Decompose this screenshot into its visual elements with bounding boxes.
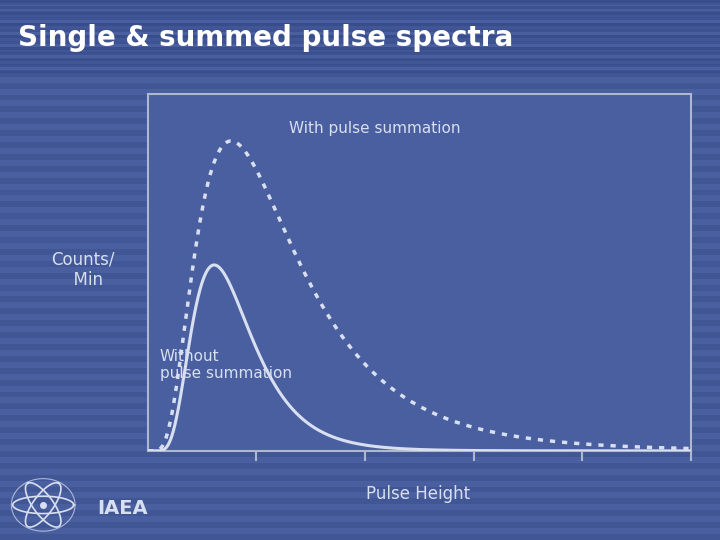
Bar xyxy=(0,23,720,26)
Bar xyxy=(0,154,720,160)
Bar xyxy=(0,498,720,504)
Bar xyxy=(0,23,720,29)
Bar xyxy=(0,451,720,457)
Bar xyxy=(0,41,720,44)
Bar xyxy=(0,35,720,38)
Bar xyxy=(0,29,720,32)
Bar xyxy=(0,463,720,469)
Bar xyxy=(0,35,720,41)
Bar xyxy=(0,356,720,362)
Bar xyxy=(0,11,720,17)
Bar xyxy=(0,52,720,56)
Bar xyxy=(0,249,720,255)
Text: IAEA: IAEA xyxy=(97,499,148,518)
Bar xyxy=(0,190,720,195)
Bar xyxy=(0,64,720,67)
Bar xyxy=(0,392,720,397)
Text: Single & summed pulse spectra: Single & summed pulse spectra xyxy=(18,24,513,52)
Bar xyxy=(0,344,720,350)
Bar xyxy=(0,427,720,433)
Bar xyxy=(0,106,720,112)
Bar xyxy=(0,213,720,219)
Bar xyxy=(0,94,720,100)
Bar xyxy=(0,47,720,53)
Bar xyxy=(0,368,720,374)
Bar xyxy=(0,487,720,492)
Bar xyxy=(0,70,720,73)
Bar xyxy=(0,285,720,291)
Bar xyxy=(0,380,720,386)
Bar xyxy=(0,320,720,326)
Bar xyxy=(0,273,720,279)
Bar xyxy=(0,46,720,50)
Bar xyxy=(0,403,720,409)
Bar xyxy=(0,58,720,61)
Text: Without
pulse summation: Without pulse summation xyxy=(160,349,292,381)
Bar xyxy=(0,130,720,136)
Bar xyxy=(0,439,720,445)
Bar xyxy=(0,296,720,302)
Bar xyxy=(0,332,720,338)
Bar xyxy=(0,142,720,148)
Bar xyxy=(0,475,720,481)
Bar xyxy=(0,0,720,3)
Bar xyxy=(0,225,720,231)
Bar xyxy=(0,71,720,77)
Bar xyxy=(0,510,720,516)
Bar xyxy=(0,17,720,21)
Bar xyxy=(0,178,720,184)
Bar xyxy=(0,201,720,207)
Bar xyxy=(0,0,720,5)
Bar xyxy=(0,261,720,267)
Bar xyxy=(0,12,720,15)
Text: Counts/
  Min: Counts/ Min xyxy=(51,251,114,289)
Bar xyxy=(0,308,720,314)
Text: With pulse summation: With pulse summation xyxy=(289,121,460,136)
Bar xyxy=(0,237,720,243)
Text: Pulse Height: Pulse Height xyxy=(366,485,469,503)
Bar xyxy=(0,59,720,65)
Bar xyxy=(0,83,720,89)
Bar xyxy=(0,534,720,540)
Bar xyxy=(0,522,720,528)
Bar xyxy=(0,166,720,172)
Bar xyxy=(0,415,720,421)
Bar xyxy=(0,6,720,9)
Bar xyxy=(0,118,720,124)
